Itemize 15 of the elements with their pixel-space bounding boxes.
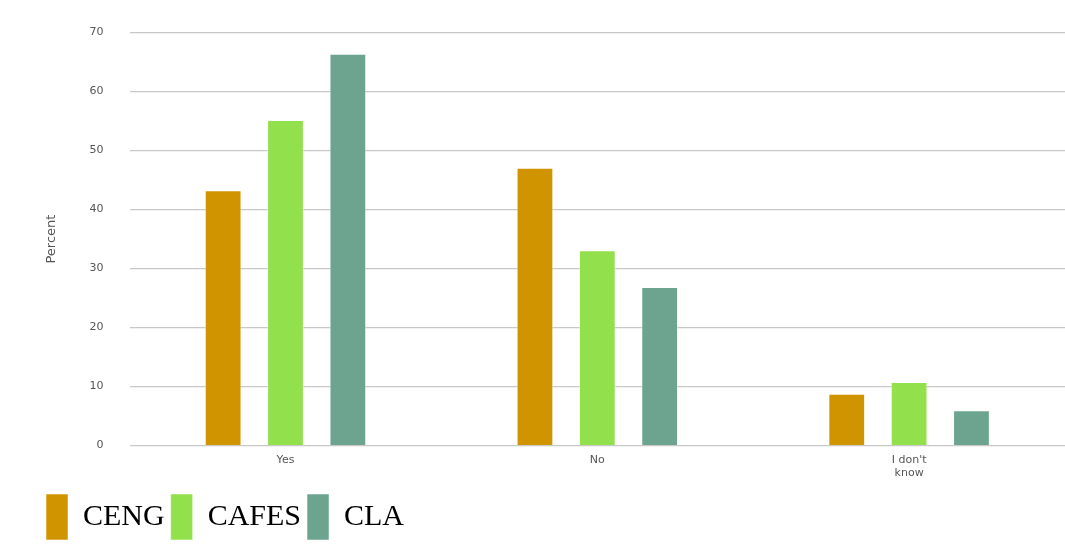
x-tick-label: I don't know: [891, 453, 928, 480]
x-tick-label: No: [589, 453, 606, 467]
y-tick-label: 50: [89, 143, 104, 157]
y-tick-label: 60: [89, 84, 104, 98]
y-tick-label: 70: [89, 25, 104, 39]
legend-label: CENG: [83, 497, 165, 531]
x-tick-label: Yes: [275, 453, 295, 467]
y-axis-title: Percent: [43, 214, 59, 264]
y-tick-label: 0: [96, 438, 104, 452]
y-tick-label: 20: [89, 320, 104, 334]
y-tick-label: 40: [89, 202, 104, 216]
y-tick-label: 10: [89, 379, 104, 393]
y-tick-label: 30: [89, 261, 104, 275]
legend-label: CLA: [344, 497, 405, 531]
legend-label: CAFES: [207, 497, 302, 531]
